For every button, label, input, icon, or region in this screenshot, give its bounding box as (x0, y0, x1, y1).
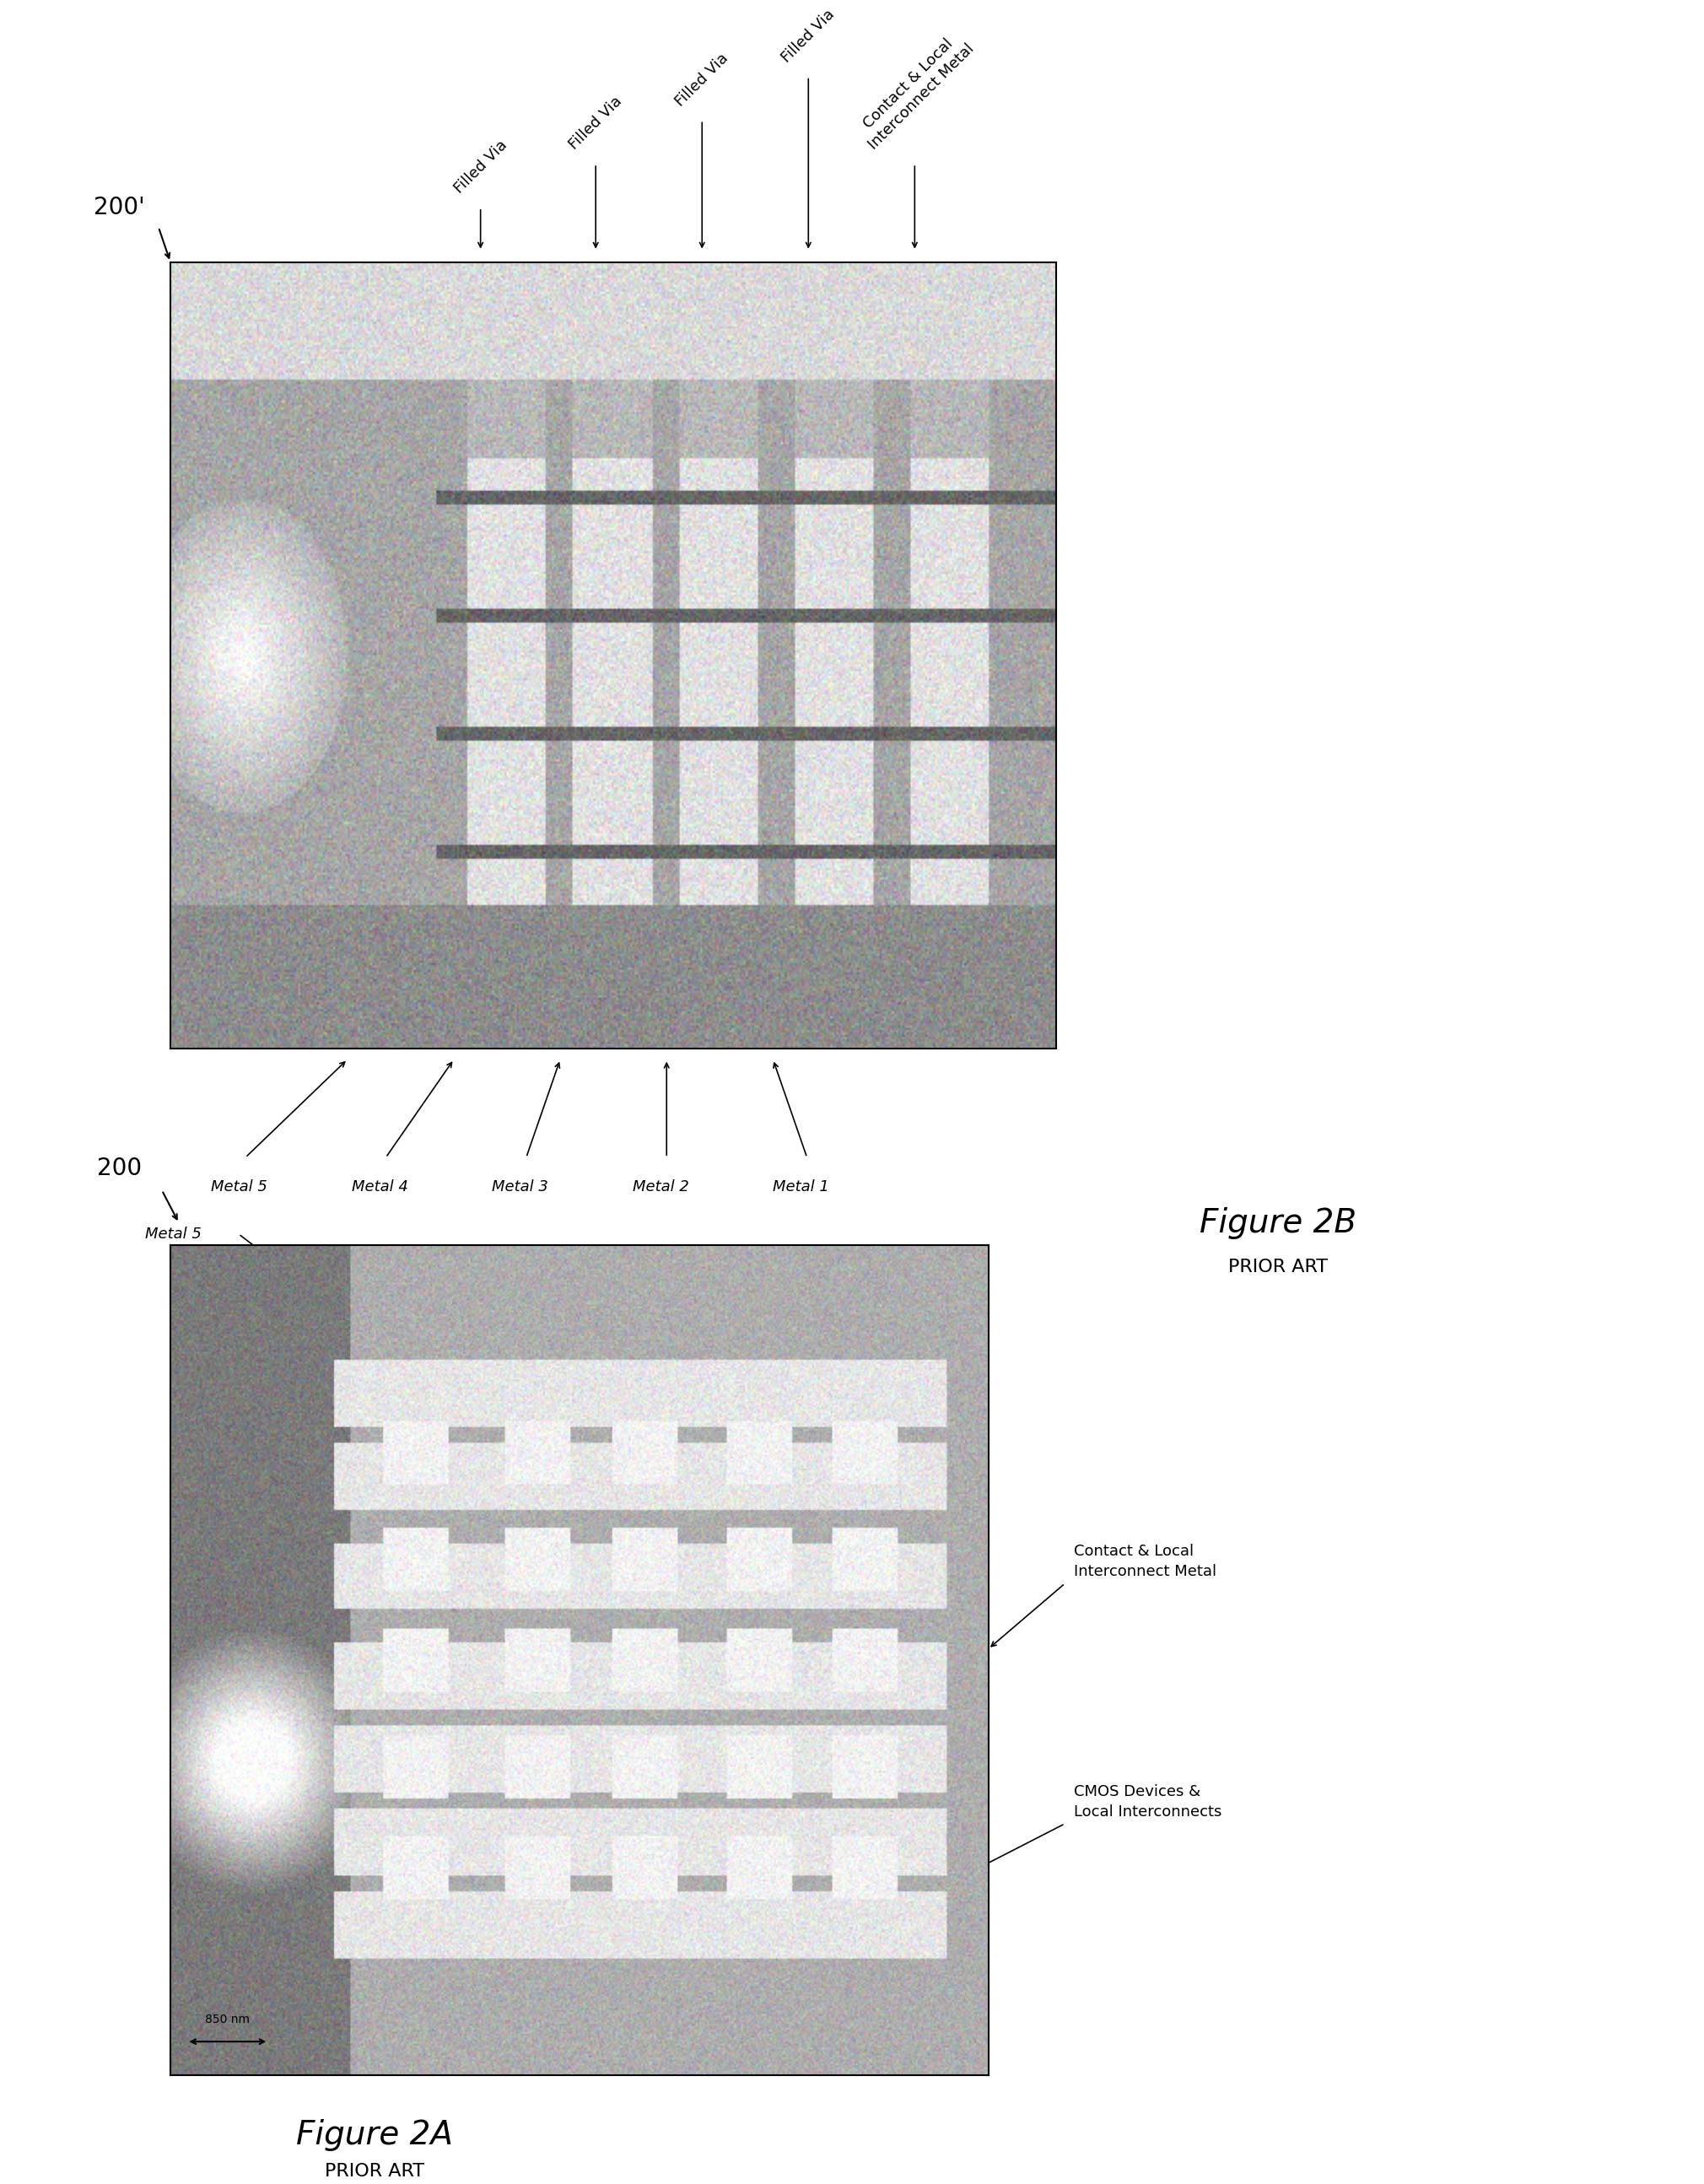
Text: Metal 2: Metal 2 (632, 1179, 688, 1195)
Text: Filled Via: Filled Via (673, 50, 731, 109)
Text: Figure 2A: Figure 2A (296, 2118, 453, 2151)
Text: Metal 4: Metal 4 (351, 1179, 409, 1195)
Text: 200: 200 (97, 1158, 141, 1179)
Text: Metal 3: Metal 3 (492, 1179, 549, 1195)
Text: Metal 1: Metal 1 (315, 1599, 371, 1612)
Text: Filled Via: Filled Via (779, 7, 838, 66)
Text: Filled Via: Filled Via (452, 138, 509, 197)
Text: PRIOR ART: PRIOR ART (1229, 1258, 1327, 1275)
Text: PRIOR ART: PRIOR ART (325, 2162, 424, 2180)
Text: 850 nm: 850 nm (204, 2014, 250, 2025)
Text: Metal 1: Metal 1 (774, 1179, 830, 1195)
Text: 200': 200' (94, 197, 145, 218)
Text: Metal 5: Metal 5 (145, 1227, 201, 1241)
Text: Metal 5: Metal 5 (211, 1179, 268, 1195)
Text: Contact & Local
Interconnect Metal: Contact & Local Interconnect Metal (1074, 1544, 1217, 1579)
Text: Metal 3: Metal 3 (230, 1402, 286, 1415)
Text: Filled Via: Filled Via (566, 94, 625, 153)
Text: Figure 2B: Figure 2B (1200, 1208, 1356, 1238)
Text: Contact & Local
Interconnect Metal: Contact & Local Interconnect Metal (852, 28, 976, 153)
Text: Metal 4: Metal 4 (187, 1315, 244, 1328)
Text: Metal 2: Metal 2 (273, 1500, 329, 1514)
Text: CMOS Devices &
Local Interconnects: CMOS Devices & Local Interconnects (1074, 1784, 1222, 1819)
